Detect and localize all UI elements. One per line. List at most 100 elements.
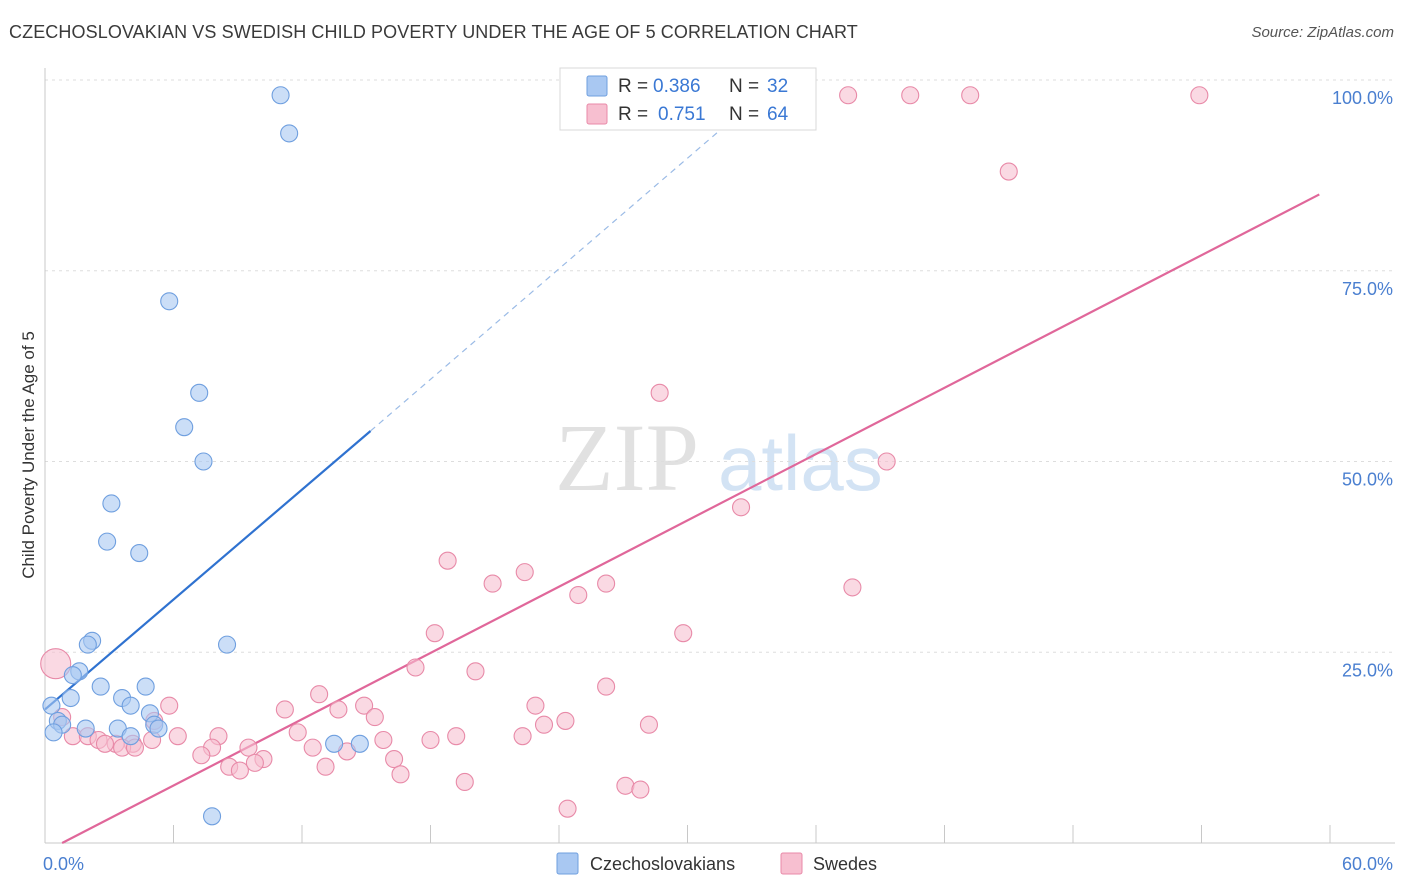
watermark-zip: ZIP xyxy=(555,404,699,511)
point-swedes xyxy=(407,659,424,676)
point-swedes xyxy=(570,587,587,604)
point-swedes xyxy=(675,625,692,642)
point-swedes xyxy=(844,579,861,596)
point-czechoslovakians xyxy=(122,728,139,745)
point-swedes xyxy=(375,731,392,748)
point-czechoslovakians xyxy=(92,678,109,695)
trend-line-czechoslovakians-extension xyxy=(371,103,752,431)
legend-r-value-swedes: 0.751 xyxy=(658,104,706,125)
point-swedes xyxy=(1191,87,1208,104)
point-czechoslovakians xyxy=(131,545,148,562)
legend-r-label-2: R = xyxy=(618,104,648,125)
point-swedes xyxy=(640,716,657,733)
point-swedes xyxy=(902,87,919,104)
point-swedes xyxy=(598,575,615,592)
point-swedes xyxy=(386,751,403,768)
legend-r-value-czechoslovakians: 0.386 xyxy=(653,76,701,97)
legend-n-value-czechoslovakians: 32 xyxy=(767,76,788,97)
point-swedes xyxy=(559,800,576,817)
point-swedes xyxy=(422,731,439,748)
y-tick-label-75: 75.0% xyxy=(1342,279,1393,299)
legend-n-label-1: N = xyxy=(729,76,759,97)
point-swedes xyxy=(617,777,634,794)
y-tick-label-100: 100.0% xyxy=(1332,88,1393,108)
point-swedes xyxy=(448,728,465,745)
point-czechoslovakians xyxy=(79,636,96,653)
point-swedes xyxy=(484,575,501,592)
point-czechoslovakians xyxy=(161,293,178,310)
point-swedes xyxy=(467,663,484,680)
point-czechoslovakians xyxy=(351,735,368,752)
series-legend-swatch-swedes xyxy=(781,853,802,874)
series-legend-label-czechoslovakians: Czechoslovakians xyxy=(590,854,735,874)
watermark: ZIP atlas xyxy=(555,404,883,511)
point-czechoslovakians xyxy=(272,87,289,104)
point-swedes xyxy=(366,709,383,726)
point-czechoslovakians xyxy=(122,697,139,714)
legend-swatch-swedes xyxy=(587,104,607,124)
point-swedes xyxy=(598,678,615,695)
point-swedes xyxy=(840,87,857,104)
point-czechoslovakians xyxy=(204,808,221,825)
point-swedes xyxy=(231,762,248,779)
point-czechoslovakians xyxy=(191,384,208,401)
legend-n-label-2: N = xyxy=(729,104,759,125)
point-czechoslovakians xyxy=(45,724,62,741)
point-swedes xyxy=(557,712,574,729)
legend-n-value-swedes: 64 xyxy=(767,104,789,125)
point-czechoslovakians xyxy=(326,735,343,752)
point-swedes xyxy=(536,716,553,733)
point-swedes xyxy=(96,735,113,752)
y-tick-label-25: 25.0% xyxy=(1342,660,1393,680)
point-czechoslovakians xyxy=(281,125,298,142)
point-swedes xyxy=(878,453,895,470)
point-swedes xyxy=(317,758,334,775)
point-czechoslovakians xyxy=(62,690,79,707)
point-swedes xyxy=(527,697,544,714)
trend-line-czechoslovakians xyxy=(45,431,371,709)
point-swedes xyxy=(456,773,473,790)
point-swedes xyxy=(276,701,293,718)
point-swedes xyxy=(392,766,409,783)
x-tick-label-max: 60.0% xyxy=(1342,854,1393,874)
point-swedes xyxy=(246,754,263,771)
point-swedes xyxy=(304,739,321,756)
legend-swatch-czechoslovakians xyxy=(587,76,607,96)
point-swedes xyxy=(240,739,257,756)
series-legend-swatch-czechoslovakians xyxy=(557,853,578,874)
point-czechoslovakians xyxy=(77,720,94,737)
scatter-chart: ZIP atlas 25.0% 50.0% 75.0% 100.0% 0.0% 60.0%… xyxy=(0,0,1406,892)
point-swedes xyxy=(311,686,328,703)
series-legend-label-swedes: Swedes xyxy=(813,854,877,874)
point-swedes xyxy=(439,552,456,569)
point-swedes xyxy=(193,747,210,764)
point-swedes xyxy=(289,724,306,741)
point-swedes xyxy=(651,384,668,401)
legend-r-label-1: R = xyxy=(618,76,648,97)
point-swedes xyxy=(962,87,979,104)
y-tick-label-50: 50.0% xyxy=(1342,470,1393,490)
point-czechoslovakians xyxy=(103,495,120,512)
point-czechoslovakians xyxy=(64,667,81,684)
point-swedes xyxy=(426,625,443,642)
point-swedes xyxy=(516,564,533,581)
point-czechoslovakians xyxy=(137,678,154,695)
x-tick-label-min: 0.0% xyxy=(43,854,84,874)
point-swedes xyxy=(161,697,178,714)
series-legend: Czechoslovakians Swedes xyxy=(557,853,877,874)
point-swedes xyxy=(632,781,649,798)
point-swedes xyxy=(514,728,531,745)
point-czechoslovakians xyxy=(195,453,212,470)
point-czechoslovakians xyxy=(219,636,236,653)
gridlines xyxy=(45,80,1395,652)
point-swedes xyxy=(169,728,186,745)
point-czechoslovakians xyxy=(99,533,116,550)
point-czechoslovakians xyxy=(176,419,193,436)
point-czechoslovakians xyxy=(43,697,60,714)
point-swedes xyxy=(330,701,347,718)
point-swedes xyxy=(1000,163,1017,180)
point-czechoslovakians xyxy=(150,720,167,737)
point-swedes xyxy=(733,499,750,516)
stats-legend: R = 0.386 N = 32 R = 0.751 N = 64 xyxy=(560,68,816,130)
y-axis-label: Child Poverty Under the Age of 5 xyxy=(19,331,38,579)
